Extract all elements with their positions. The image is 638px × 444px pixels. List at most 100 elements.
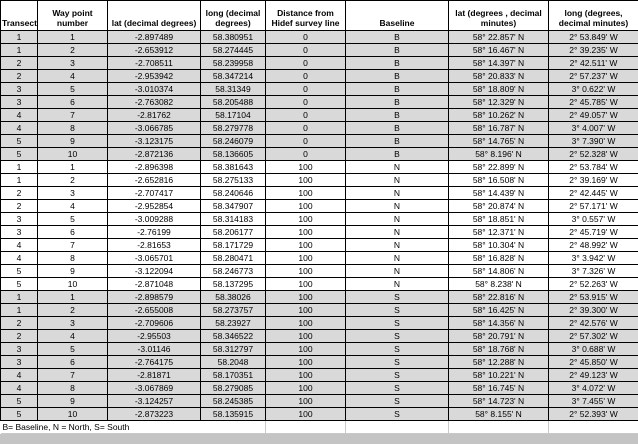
table-cell: 3° 7.455' W: [548, 394, 638, 408]
table-row: 3 5 -3.01146 58.312797 100 S 58° 18.768' N 3° 0…: [0, 342, 638, 356]
table-row: 4 7 -2.81871 58.170351 100 S 58° 10.221' N 2° 4…: [0, 368, 638, 382]
table-cell: 58° 20.833' N: [448, 69, 549, 83]
table-cell: 58.312797: [200, 342, 266, 356]
table-cell: 58.347214: [200, 69, 266, 83]
table-cell: N: [345, 251, 449, 265]
table-cell: 3° 4.072' W: [548, 381, 638, 395]
table-cell: 2° 57.237' W: [548, 69, 638, 83]
table-cell: 6: [37, 95, 108, 109]
table-cell: 58.274445: [200, 43, 266, 57]
table-cell: 58° 14.723' N: [448, 394, 549, 408]
table-cell: 2° 49.123' W: [548, 368, 638, 382]
table-cell: 10: [37, 277, 108, 291]
table-row: 5 9 -3.122094 58.246773 100 N 58° 14.806' N 3° …: [0, 264, 638, 278]
table-cell: N: [345, 173, 449, 187]
table-cell: -2.764175: [107, 355, 201, 369]
table-cell: 4: [0, 238, 38, 252]
table-cell: 3° 0.622' W: [548, 82, 638, 96]
table-cell: 2° 39.169' W: [548, 173, 638, 187]
table-cell: S: [345, 329, 449, 343]
table-row: 2 4 -2.952854 58.347907 100 N 58° 20.874' N 2° …: [0, 199, 638, 213]
table-cell: 58.17104: [200, 108, 266, 122]
table-cell: 5: [0, 277, 38, 291]
table-cell: 58° 16.745' N: [448, 381, 549, 395]
table-cell: 3° 0.688' W: [548, 342, 638, 356]
table-cell: 3: [37, 316, 108, 330]
table-cell: -2.95503: [107, 329, 201, 343]
table-cell: S: [345, 381, 449, 395]
table-cell: 100: [265, 160, 346, 174]
table-row: 4 7 -2.81762 58.17104 0 B 58° 10.262' N 2° 49.0…: [0, 108, 638, 122]
table-cell: 58° 16.425' N: [448, 303, 549, 317]
table-cell: 58.273757: [200, 303, 266, 317]
table-cell: 4: [0, 121, 38, 135]
table-cell: 2° 48.992' W: [548, 238, 638, 252]
table-cell: 100: [265, 407, 346, 421]
footnote-text: B= Baseline, N = North, S= South: [0, 420, 266, 434]
table-row: 3 6 -2.76199 58.206177 100 N 58° 12.371' N 2° 4…: [0, 225, 638, 239]
table-row: 4 8 -3.066785 58.279778 0 B 58° 16.787' N 3° 4.…: [0, 121, 638, 135]
table-cell: 2° 57.171' W: [548, 199, 638, 213]
table-cell: 5: [0, 134, 38, 148]
table-cell: 5: [0, 394, 38, 408]
table-row: 3 6 -2.763082 58.205488 0 B 58° 12.329' N 2° 45…: [0, 95, 638, 109]
col-header-baseline: Baseline: [345, 0, 449, 31]
table-cell: -2.873223: [107, 407, 201, 421]
table-cell: N: [345, 238, 449, 252]
col-header-distance: Distance from Hidef survey line: [265, 0, 346, 31]
table-cell: 3° 4.007' W: [548, 121, 638, 135]
table-cell: 100: [265, 355, 346, 369]
table-cell: S: [345, 316, 449, 330]
table-cell: -2.653912: [107, 43, 201, 57]
table-cell: 100: [265, 303, 346, 317]
table-cell: 100: [265, 316, 346, 330]
table-cell: 5: [37, 342, 108, 356]
table-cell: 58.171729: [200, 238, 266, 252]
table-cell: -2.708511: [107, 56, 201, 70]
table-cell: B: [345, 121, 449, 135]
table-cell: 0: [265, 43, 346, 57]
table-cell: 58° 22.857' N: [448, 30, 549, 44]
empty-cell: [265, 420, 346, 434]
table-cell: 10: [37, 407, 108, 421]
table-cell: 58° 20.791' N: [448, 329, 549, 343]
table-row: 4 8 -3.067869 58.279085 100 S 58° 16.745' N 3° …: [0, 381, 638, 395]
table-cell: 2° 39.300' W: [548, 303, 638, 317]
table-cell: 3: [0, 355, 38, 369]
col-header-transect: Transect: [0, 0, 38, 31]
table-cell: 58.380951: [200, 30, 266, 44]
table-cell: 58° 14.397' N: [448, 56, 549, 70]
table-row: 2 3 -2.707417 58.240646 100 N 58° 14.439' N 2° …: [0, 186, 638, 200]
table-cell: 2° 53.915' W: [548, 290, 638, 304]
table-cell: 3° 3.942' W: [548, 251, 638, 265]
table-row: 5 9 -3.123175 58.246079 0 B 58° 14.765' N 3° 7.…: [0, 134, 638, 148]
table-cell: 0: [265, 108, 346, 122]
table-cell: 0: [265, 95, 346, 109]
table-cell: 58° 18.809' N: [448, 82, 549, 96]
table-cell: 58° 18.768' N: [448, 342, 549, 356]
table-cell: 58° 8.155' N: [448, 407, 549, 421]
table-row: 3 5 -3.010374 58.31349 0 B 58° 18.809' N 3° 0.6…: [0, 82, 638, 96]
footnote-row: B= Baseline, N = North, S= South: [0, 420, 638, 434]
table-cell: 5: [0, 407, 38, 421]
table-cell: 2° 42.576' W: [548, 316, 638, 330]
table-cell: N: [345, 277, 449, 291]
table-body: 1 1 -2.897489 58.380951 0 B 58° 22.857' N 2° 53…: [0, 30, 638, 421]
table-row: 2 3 -2.709606 58.23927 100 S 58° 14.356' N 2° 4…: [0, 316, 638, 330]
table-cell: 7: [37, 238, 108, 252]
table-cell: 8: [37, 251, 108, 265]
table-cell: 100: [265, 394, 346, 408]
table-cell: 58° 16.508' N: [448, 173, 549, 187]
table-cell: 2: [0, 56, 38, 70]
table-cell: 0: [265, 56, 346, 70]
waypoint-coordinates-table: Transect Way point number lat (decimal d…: [0, 0, 638, 434]
table-cell: 6: [37, 225, 108, 239]
table-row: 2 4 -2.95503 58.346522 100 S 58° 20.791' N 2° 5…: [0, 329, 638, 343]
table-cell: B: [345, 147, 449, 161]
table-row: 1 2 -2.652816 58.275133 100 N 58° 16.508' N 2° …: [0, 173, 638, 187]
table-cell: 3: [37, 56, 108, 70]
table-cell: 5: [37, 212, 108, 226]
table-cell: 58° 14.806' N: [448, 264, 549, 278]
table-cell: 0: [265, 30, 346, 44]
table-cell: -3.123175: [107, 134, 201, 148]
